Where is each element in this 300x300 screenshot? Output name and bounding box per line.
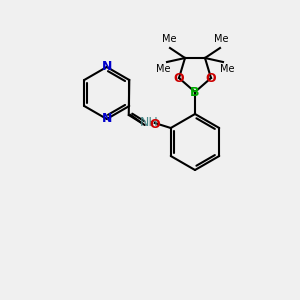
Text: Me: Me: [162, 34, 176, 44]
Text: Me: Me: [156, 64, 170, 74]
Text: N: N: [102, 61, 112, 74]
Text: O: O: [206, 71, 216, 85]
Text: Me: Me: [214, 34, 228, 44]
Text: O: O: [150, 118, 160, 131]
Text: NH: NH: [140, 116, 158, 130]
Text: Me: Me: [220, 64, 234, 74]
Text: O: O: [174, 71, 184, 85]
Text: N: N: [102, 112, 112, 125]
Text: B: B: [190, 85, 200, 98]
